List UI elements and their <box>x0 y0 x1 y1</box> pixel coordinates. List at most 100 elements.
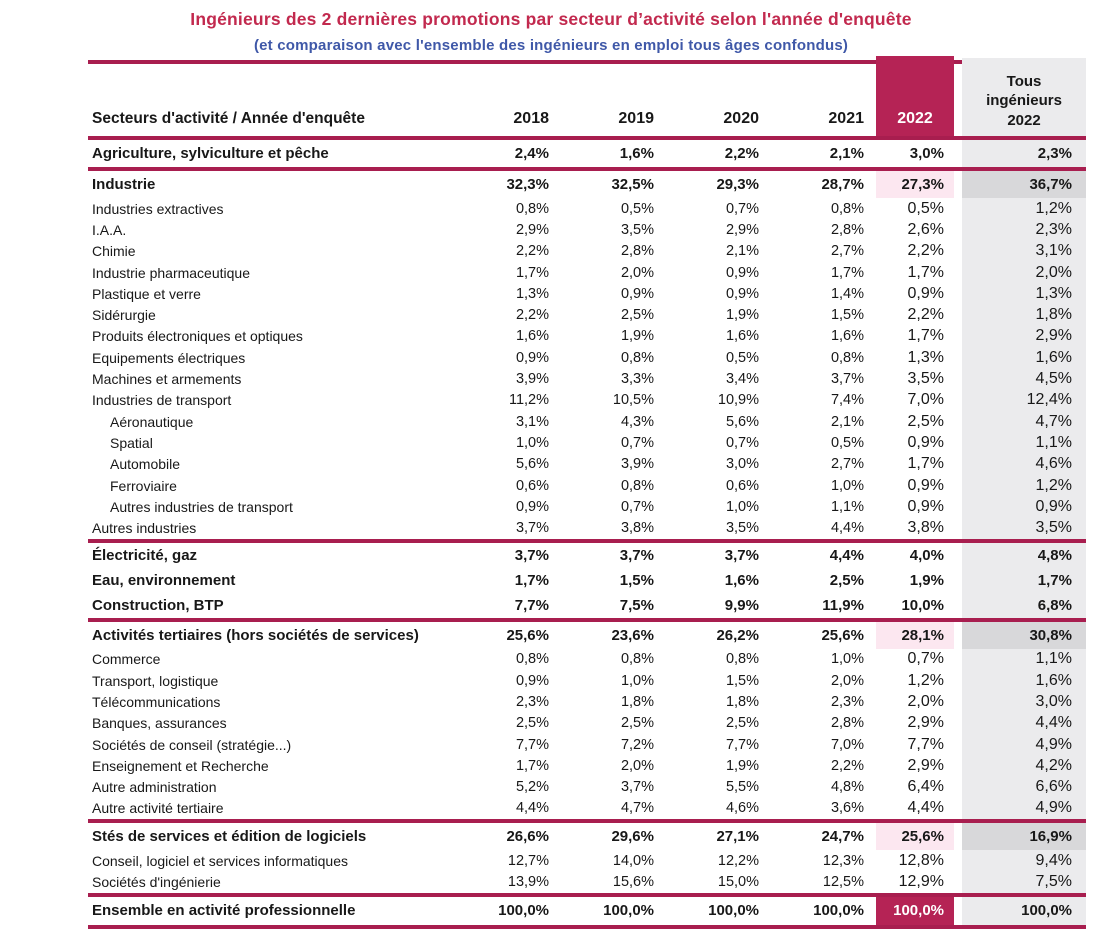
value-cell-2022: 7,0% <box>907 391 944 409</box>
value-cell-2020: 10,9% <box>717 392 759 409</box>
value-cell-2019: 23,6% <box>611 626 654 644</box>
value-cell-2019: 29,6% <box>611 828 654 846</box>
value-cell-2018: 5,2% <box>515 779 549 796</box>
sector-label: Commerce <box>92 651 161 668</box>
value-cell-tous-ingenieurs: 3,0% <box>962 691 1086 713</box>
column-gap <box>954 691 962 713</box>
value-cell-2022: 0,7% <box>907 650 944 668</box>
value-cell-2018: 0,8% <box>515 200 549 217</box>
section-divider <box>88 538 1086 543</box>
sector-label: Machines et armements <box>92 371 242 388</box>
column-gap <box>954 304 962 326</box>
table-row: Sociétés de conseil (stratégie...) 7,7% 7,… <box>88 733 1086 756</box>
column-header-2022-highlight: 2022 <box>876 56 954 136</box>
value-cell-tous-ingenieurs: 2,3% <box>962 219 1086 241</box>
value-cell-2021: 3,7% <box>830 371 864 388</box>
value-cell-2021: 1,0% <box>830 651 864 668</box>
value-cell-2022: 3,5% <box>907 370 944 388</box>
value-cell-2022: 4,0% <box>909 546 944 564</box>
value-cell-2019: 1,9% <box>620 328 654 345</box>
value-cell-2021: 2,1% <box>829 145 864 162</box>
tous-header-line2: ingénieurs <box>986 92 1062 109</box>
table-row: Autre administration 5,2% 3,7% 5,5% 4,8% 6,4%… <box>88 776 1086 798</box>
value-cell-2018: 3,7% <box>515 520 549 537</box>
value-cell-2022: 2,6% <box>907 220 944 238</box>
value-cell-2021: 2,2% <box>830 757 864 774</box>
value-cell-2018: 32,3% <box>506 176 549 193</box>
value-cell-2021: 4,4% <box>829 546 864 564</box>
column-header-2018: 2018 <box>513 110 549 127</box>
value-cell-2022: 100,0% <box>876 896 954 925</box>
sector-label: Autre administration <box>92 779 217 796</box>
value-cell-2022: 7,7% <box>907 735 944 753</box>
page-subtitle: (et comparaison avec l'ensemble des ingé… <box>253 37 849 54</box>
value-cell-2021: 2,1% <box>830 413 864 430</box>
value-cell-2019: 100,0% <box>603 902 654 920</box>
sector-label: Automobile <box>110 456 181 473</box>
value-cell-2018: 1,7% <box>515 264 549 281</box>
sector-label: Autres industries <box>92 520 197 537</box>
sector-label: Eau, environnement <box>92 571 236 589</box>
value-cell-2020: 7,7% <box>725 736 759 753</box>
value-cell-2019: 3,5% <box>620 221 654 238</box>
column-gap <box>954 219 962 241</box>
value-cell-2018: 0,9% <box>515 672 549 689</box>
column-header-2020: 2020 <box>723 110 759 127</box>
table-row: Spatial 1,0% 0,7% 0,7% 0,5% 0,9% 1,1% <box>88 432 1086 454</box>
sector-label: Télécommunications <box>92 693 221 710</box>
value-cell-2020: 2,1% <box>725 243 759 260</box>
column-header-tous-ingenieurs: Tous ingénieurs 2022 <box>962 58 1086 136</box>
value-cell-tous-ingenieurs: 1,3% <box>962 283 1086 305</box>
table-row: Machines et armements 3,9% 3,3% 3,4% 3,7% 3,5… <box>88 368 1086 390</box>
table-row: Chimie 2,2% 2,8% 2,1% 2,7% 2,2% 3,1% <box>88 240 1086 262</box>
column-header-2019: 2019 <box>618 110 654 127</box>
value-cell-2022: 2,9% <box>907 714 944 732</box>
sector-label: I.A.A. <box>92 221 127 238</box>
value-cell-2020: 0,8% <box>725 651 759 668</box>
value-cell-2022: 0,9% <box>907 497 944 515</box>
value-cell-2021: 0,5% <box>830 434 864 451</box>
value-cell-2018: 100,0% <box>498 902 549 920</box>
section-divider <box>88 136 1086 140</box>
value-cell-2021: 1,0% <box>830 477 864 494</box>
value-cell-2020: 5,5% <box>725 779 759 796</box>
table-row: Électricité, gaz 3,7% 3,7% 3,7% 4,4% 4,0% 4,8% <box>88 542 1086 568</box>
column-gap <box>954 240 962 262</box>
tous-header-line3: 2022 <box>1007 111 1041 129</box>
value-cell-2020: 2,9% <box>725 221 759 238</box>
value-cell-2020: 29,3% <box>716 176 759 193</box>
value-cell-2020: 3,4% <box>725 371 759 388</box>
value-cell-tous-ingenieurs: 4,5% <box>962 368 1086 390</box>
value-cell-2019: 2,5% <box>620 307 654 324</box>
table-row: I.A.A. 2,9% 3,5% 2,9% 2,8% 2,6% 2,3% <box>88 219 1086 241</box>
value-cell-tous-ingenieurs: 4,4% <box>962 712 1086 734</box>
table-row: Commerce 0,8% 0,8% 0,8% 1,0% 0,7% 1,1% <box>88 648 1086 671</box>
value-cell-tous-ingenieurs: 4,2% <box>962 755 1086 777</box>
value-cell-2021: 3,6% <box>830 800 864 817</box>
column-gap <box>954 140 962 167</box>
value-cell-2019: 0,5% <box>620 200 654 217</box>
value-cell-2022: 2,2% <box>907 242 944 260</box>
value-cell-2022: 3,0% <box>909 145 944 162</box>
value-cell-2019: 10,5% <box>612 392 654 409</box>
value-cell-2019: 3,7% <box>619 546 654 564</box>
sector-label: Aéronautique <box>110 413 194 430</box>
value-cell-2018: 11,2% <box>508 392 549 409</box>
column-header-2021: 2021 <box>828 110 864 127</box>
value-cell-2021: 12,3% <box>822 852 864 869</box>
value-cell-2018: 0,9% <box>515 349 549 366</box>
value-cell-2020: 4,6% <box>725 800 759 817</box>
table-row: Sociétés d'ingénierie 13,9% 15,6% 15,0% 12,5… <box>88 871 1086 893</box>
value-cell-2018: 0,9% <box>515 498 549 515</box>
value-cell-2020: 15,0% <box>717 874 759 891</box>
value-cell-tous-ingenieurs: 3,5% <box>962 517 1086 539</box>
value-cell-2021: 2,5% <box>829 571 864 589</box>
value-cell-2019: 0,8% <box>620 477 654 494</box>
value-cell-2021: 4,8% <box>830 779 864 796</box>
value-cell-2018: 1,7% <box>515 757 549 774</box>
value-cell-2022: 2,9% <box>907 756 944 774</box>
value-cell-tous-ingenieurs: 4,9% <box>962 797 1086 820</box>
column-gap <box>954 517 962 539</box>
value-cell-2022: 28,1% <box>876 621 954 649</box>
value-cell-2019: 3,9% <box>620 456 654 473</box>
